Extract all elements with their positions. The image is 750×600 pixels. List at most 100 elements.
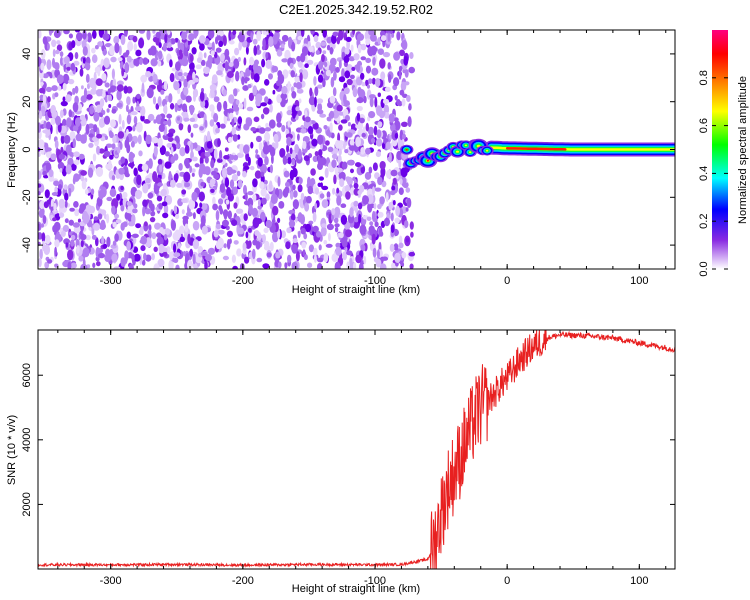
- noise-speckle: [164, 161, 172, 169]
- noise-speckle: [254, 230, 260, 236]
- noise-speckle: [360, 43, 367, 51]
- noise-speckle: [218, 198, 224, 205]
- noise-speckle: [380, 35, 387, 42]
- x-tick-label: 0: [504, 275, 510, 287]
- noise-speckle: [152, 73, 158, 83]
- noise-speckle: [141, 82, 145, 93]
- signal-blob: [469, 151, 472, 154]
- noise-speckle: [133, 116, 138, 125]
- noise-speckle: [298, 177, 303, 185]
- noise-speckle: [130, 141, 135, 148]
- noise-speckle: [354, 64, 360, 69]
- colorbar-ticks: 0.0 0.2 0.4 0.6 0.8: [698, 70, 728, 277]
- noise-speckle: [44, 189, 50, 199]
- noise-speckle: [313, 247, 318, 256]
- noise-speckle: [257, 205, 263, 210]
- noise-speckle: [213, 112, 219, 123]
- noise-speckle: [286, 144, 290, 153]
- noise-speckle: [333, 71, 337, 81]
- noise-speckle: [39, 200, 46, 210]
- noise-speckle: [357, 189, 363, 196]
- noise-speckle: [136, 122, 143, 133]
- noise-speckle: [68, 187, 72, 197]
- noise-speckle: [365, 79, 369, 87]
- noise-speckle: [317, 84, 323, 89]
- noise-speckle: [335, 140, 341, 149]
- noise-speckle: [329, 95, 336, 104]
- noise-speckle: [181, 31, 187, 41]
- noise-speckle: [101, 235, 105, 245]
- noise-speckle: [110, 56, 117, 63]
- noise-speckle: [231, 219, 238, 226]
- noise-speckle: [260, 188, 267, 197]
- noise-speckle: [304, 223, 312, 233]
- noise-speckle: [206, 130, 211, 142]
- noise-speckle: [212, 203, 219, 211]
- noise-speckle: [156, 232, 162, 238]
- noise-speckle: [203, 52, 207, 59]
- noise-speckle: [405, 187, 411, 193]
- noise-speckle: [181, 103, 188, 112]
- noise-speckle: [96, 133, 103, 139]
- noise-speckle: [144, 208, 151, 215]
- colorbar-label: Normalized spectral amplitude: [737, 76, 749, 224]
- noise-speckle: [120, 257, 126, 267]
- noise-speckle: [320, 226, 327, 237]
- noise-speckle: [55, 115, 61, 126]
- noise-speckle: [370, 45, 377, 56]
- noise-speckle: [322, 30, 327, 38]
- noise-speckle: [236, 170, 241, 177]
- noise-speckle: [137, 134, 142, 145]
- noise-speckle: [341, 161, 348, 170]
- noise-speckle: [401, 39, 408, 51]
- noise-speckle: [405, 238, 410, 243]
- noise-speckle: [349, 257, 353, 265]
- noise-speckle: [290, 213, 296, 221]
- noise-speckle: [222, 167, 228, 178]
- noise-speckle: [295, 251, 300, 262]
- noise-speckle: [152, 30, 156, 34]
- noise-speckle: [157, 96, 162, 107]
- noise-speckle: [360, 56, 367, 61]
- noise-speckle: [340, 214, 348, 225]
- noise-speckle: [92, 262, 96, 268]
- noise-speckle: [196, 57, 202, 63]
- noise-speckle: [106, 213, 110, 224]
- noise-speckle: [300, 192, 305, 201]
- noise-speckle: [160, 149, 164, 156]
- noise-speckle: [89, 105, 95, 115]
- noise-speckle: [289, 147, 293, 155]
- noise-speckle: [381, 142, 386, 150]
- noise-speckle: [65, 164, 72, 175]
- noise-speckle: [49, 30, 54, 34]
- noise-speckle: [264, 240, 270, 250]
- noise-speckle: [392, 200, 396, 206]
- noise-speckle: [96, 261, 101, 267]
- noise-speckle: [287, 254, 292, 263]
- noise-speckle: [378, 227, 383, 237]
- noise-speckle: [377, 121, 383, 128]
- noise-speckle: [80, 240, 84, 248]
- noise-speckle: [232, 265, 238, 269]
- noise-speckle: [233, 240, 239, 245]
- noise-speckle: [167, 132, 174, 138]
- noise-speckle: [220, 53, 225, 62]
- noise-speckle: [393, 243, 399, 251]
- noise-speckle: [224, 48, 230, 58]
- noise-speckle: [272, 89, 276, 95]
- noise-speckle: [229, 179, 235, 189]
- noise-speckle: [314, 86, 319, 97]
- noise-speckle: [226, 186, 232, 197]
- noise-speckle: [62, 224, 70, 233]
- noise-speckle: [54, 139, 59, 149]
- noise-speckle: [82, 247, 90, 258]
- noise-speckle: [323, 125, 328, 130]
- noise-speckle: [108, 104, 112, 108]
- noise-speckle: [46, 162, 50, 173]
- noise-speckle: [166, 113, 173, 119]
- noise-speckle: [38, 152, 41, 157]
- noise-speckle: [120, 222, 125, 231]
- noise-speckle: [108, 159, 112, 167]
- noise-speckle: [281, 124, 286, 133]
- noise-speckle: [248, 92, 254, 102]
